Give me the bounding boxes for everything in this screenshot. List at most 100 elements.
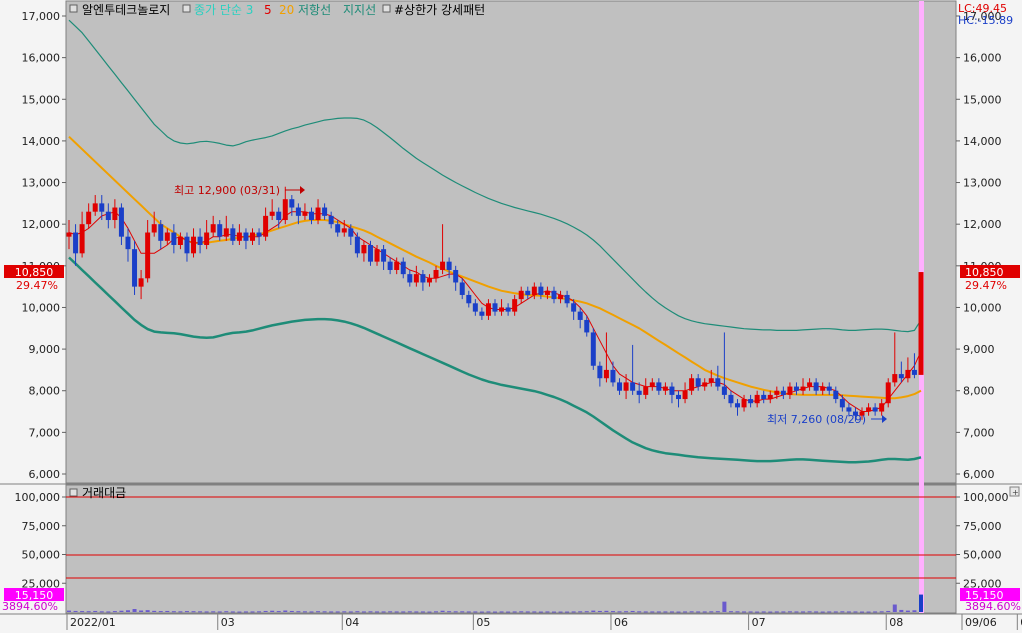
candle-body bbox=[250, 232, 256, 241]
current-volume-left: 15,150 3894.60% bbox=[2, 588, 64, 613]
current-volume-pct-left: 3894.60% bbox=[2, 600, 58, 613]
candle-body bbox=[328, 215, 334, 225]
volume-bar bbox=[316, 611, 321, 613]
legend-title[interactable]: 알엔투테크놀로지 bbox=[82, 3, 170, 17]
volume-bar bbox=[709, 611, 714, 613]
volume-bar bbox=[919, 594, 923, 612]
candle-body bbox=[210, 224, 216, 233]
legend-title-checkbox[interactable] bbox=[69, 4, 78, 13]
volume-bar bbox=[715, 611, 720, 613]
volume-panel[interactable] bbox=[65, 484, 957, 614]
volume-bar bbox=[263, 610, 268, 612]
candle-body bbox=[708, 378, 714, 383]
legend-ma20[interactable]: 20 bbox=[279, 3, 294, 17]
current-change-right: 29.47% bbox=[965, 279, 1007, 292]
candle bbox=[433, 265, 439, 283]
candle-body bbox=[263, 215, 269, 237]
candle-body bbox=[767, 394, 773, 400]
volume-title-checkbox[interactable] bbox=[69, 488, 78, 497]
candle-body bbox=[682, 390, 688, 400]
candle bbox=[879, 399, 885, 416]
volume-bar bbox=[257, 611, 262, 613]
legend-price-up[interactable]: 종가 단순 3 bbox=[194, 3, 253, 17]
price-tick-label-right: 17,000 bbox=[963, 10, 1002, 23]
candle bbox=[767, 390, 773, 404]
volume-panel-handle[interactable] bbox=[1009, 486, 1020, 497]
candle bbox=[440, 224, 446, 275]
candle bbox=[774, 386, 780, 400]
candle bbox=[525, 286, 531, 300]
candle bbox=[571, 299, 577, 320]
candle bbox=[695, 374, 701, 391]
volume-bar bbox=[466, 611, 471, 613]
volume-tick-label-left: 75,000 bbox=[22, 520, 61, 533]
candle bbox=[453, 265, 459, 291]
candle bbox=[322, 203, 328, 221]
legend-support[interactable]: 지지선 bbox=[343, 3, 376, 17]
volume-bar bbox=[630, 610, 635, 612]
candle bbox=[413, 265, 419, 287]
volume-bar bbox=[67, 610, 71, 612]
price-tick-label-right: 6,000 bbox=[963, 468, 995, 481]
candle-body bbox=[132, 249, 138, 287]
volume-bar bbox=[335, 611, 340, 613]
candle-body bbox=[407, 274, 413, 283]
candle bbox=[669, 382, 675, 404]
candle bbox=[315, 199, 321, 225]
candle-body bbox=[820, 386, 826, 391]
current-volume-left-box bbox=[4, 588, 64, 601]
candle-body bbox=[689, 378, 695, 391]
candle-body bbox=[381, 249, 387, 262]
volume-bar bbox=[375, 611, 380, 613]
volume-bar bbox=[873, 611, 878, 613]
candle-body bbox=[741, 399, 747, 408]
candle bbox=[466, 290, 472, 308]
candle-body bbox=[289, 199, 295, 208]
low-arrowhead bbox=[882, 415, 887, 423]
candle bbox=[99, 195, 105, 221]
volume-bar bbox=[165, 610, 170, 612]
current-volume-right: 15,150 3894.60% bbox=[960, 588, 1021, 613]
volume-panel-handle-glyph: + bbox=[1012, 488, 1019, 497]
current-volume-right-value: 15,150 bbox=[965, 589, 1004, 602]
legend-ma5[interactable]: 5 bbox=[264, 3, 272, 17]
candle-body bbox=[662, 386, 668, 391]
candle bbox=[230, 224, 236, 245]
candle bbox=[512, 294, 518, 316]
volume-bar bbox=[860, 611, 865, 613]
candle bbox=[171, 224, 177, 254]
volume-bar bbox=[597, 610, 602, 612]
legend-pattern-checkbox[interactable] bbox=[382, 4, 391, 13]
candle-body bbox=[485, 303, 491, 316]
candle-body bbox=[295, 207, 301, 216]
volume-bar bbox=[243, 611, 248, 613]
candle bbox=[662, 382, 668, 395]
volume-tick-label-left: 100,000 bbox=[15, 491, 61, 504]
candle bbox=[407, 269, 413, 287]
volume-bar bbox=[289, 610, 294, 612]
time-axis: 2022/01 03 04 05 06 07 08 09 09/06 bbox=[0, 613, 1022, 630]
volume-bar bbox=[761, 611, 766, 613]
volume-bar bbox=[283, 610, 288, 612]
legend-pattern[interactable]: #상한가 강세패턴 bbox=[394, 3, 485, 17]
candle-body bbox=[335, 224, 341, 233]
legend-resistance[interactable]: 저항선 bbox=[298, 3, 331, 17]
volume-title[interactable]: 거래대금 bbox=[82, 486, 126, 500]
high-label: 최고 12,900 (03/31) bbox=[174, 184, 280, 197]
candle bbox=[617, 378, 623, 395]
candle-body bbox=[446, 261, 452, 270]
price-tick-label-right: 14,000 bbox=[963, 135, 1002, 148]
current-price-right: 10,850 29.47% bbox=[960, 265, 1020, 292]
volume-bar bbox=[302, 611, 307, 613]
legend-price-checkbox[interactable] bbox=[182, 4, 191, 13]
price-tick-label-right: 10,000 bbox=[963, 301, 1002, 314]
candle bbox=[485, 299, 491, 320]
candle-body bbox=[92, 203, 98, 212]
volume-bar bbox=[381, 611, 386, 613]
volume-bar bbox=[499, 611, 504, 613]
volume-bar bbox=[722, 601, 727, 612]
volume-bar bbox=[807, 611, 812, 613]
candle bbox=[839, 394, 845, 412]
price-tick-label-right: 8,000 bbox=[963, 385, 995, 398]
